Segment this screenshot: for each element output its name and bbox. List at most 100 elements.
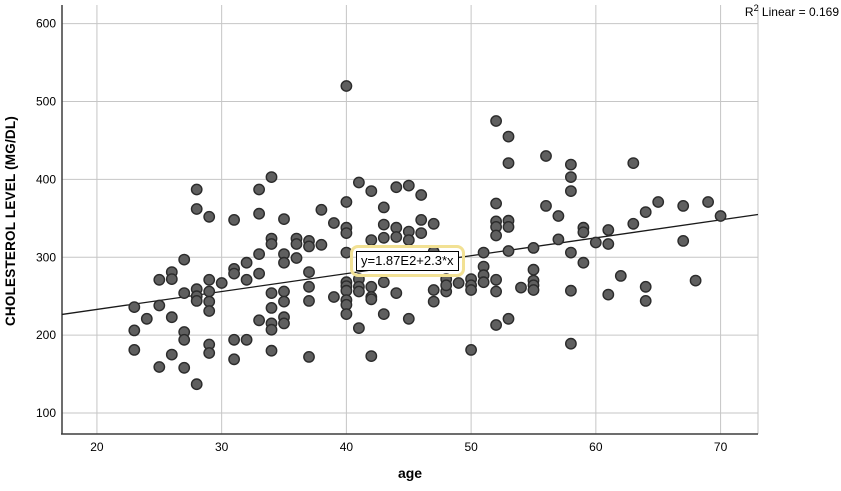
data-point xyxy=(203,305,216,317)
data-point xyxy=(303,240,315,253)
data-point xyxy=(190,183,203,196)
data-point xyxy=(490,285,502,298)
data-point xyxy=(203,210,216,223)
data-point xyxy=(240,273,253,286)
data-point xyxy=(228,213,241,226)
equation-highlight-ring: y=1.87E2+2.3*x xyxy=(350,245,465,277)
data-point xyxy=(377,218,390,231)
data-point xyxy=(190,378,203,391)
y-tick-label: 200 xyxy=(36,328,56,342)
data-point xyxy=(278,317,290,330)
data-point xyxy=(128,324,141,337)
y-tick-label: 400 xyxy=(36,172,56,186)
data-point xyxy=(178,287,191,299)
data-point xyxy=(714,210,727,222)
data-point xyxy=(677,199,690,212)
data-point xyxy=(589,236,602,249)
data-point xyxy=(490,273,502,286)
data-point xyxy=(140,312,153,325)
data-point xyxy=(415,213,428,226)
data-point xyxy=(128,301,141,313)
data-point xyxy=(365,234,378,247)
data-point xyxy=(565,337,577,350)
data-point xyxy=(440,279,453,292)
data-point xyxy=(315,203,328,216)
data-point xyxy=(602,288,615,301)
data-point xyxy=(677,234,690,247)
data-point xyxy=(265,301,278,314)
data-point xyxy=(278,285,290,298)
data-point xyxy=(365,185,378,198)
data-point xyxy=(365,350,378,362)
data-point xyxy=(153,361,166,373)
data-point xyxy=(639,280,652,293)
y-tick-label: 500 xyxy=(36,95,56,109)
data-point xyxy=(253,314,266,327)
data-point xyxy=(639,206,652,219)
data-point xyxy=(502,245,515,257)
data-point xyxy=(614,269,627,282)
data-point xyxy=(639,294,652,307)
x-tick-label: 40 xyxy=(340,440,354,454)
data-point xyxy=(377,201,390,214)
data-point xyxy=(178,253,191,266)
data-point xyxy=(340,308,353,320)
data-point xyxy=(540,199,552,212)
data-point xyxy=(327,217,340,229)
data-point xyxy=(303,266,315,278)
data-point xyxy=(240,333,253,346)
data-point xyxy=(565,284,577,297)
data-point xyxy=(552,233,565,246)
data-point xyxy=(415,189,428,201)
data-point xyxy=(165,311,178,324)
data-point xyxy=(540,150,552,162)
data-point xyxy=(502,157,515,170)
data-point xyxy=(377,276,390,289)
x-tick-label: 20 xyxy=(90,440,104,454)
y-tick-label: 300 xyxy=(36,250,56,264)
data-point xyxy=(128,343,141,356)
data-point xyxy=(352,285,365,298)
data-point xyxy=(427,295,440,308)
data-point xyxy=(178,333,191,346)
data-point xyxy=(377,231,390,244)
data-point xyxy=(315,238,328,251)
data-point xyxy=(340,80,353,92)
y-axis-title: CHOLESTEROL LEVEL (MG/DL) xyxy=(3,116,18,327)
data-point xyxy=(278,256,290,269)
data-point xyxy=(278,213,290,226)
data-point xyxy=(203,273,216,286)
x-tick-label: 60 xyxy=(589,440,603,454)
data-point xyxy=(490,229,502,242)
data-point xyxy=(352,322,365,334)
y-tick-label: 100 xyxy=(36,406,56,420)
data-point xyxy=(490,197,502,210)
data-point xyxy=(290,252,303,264)
data-point xyxy=(577,226,590,239)
data-point xyxy=(390,181,403,194)
data-point xyxy=(452,277,465,289)
data-point xyxy=(203,285,216,298)
data-point xyxy=(702,196,714,208)
data-point xyxy=(577,256,590,269)
data-point xyxy=(228,353,241,366)
x-tick-label: 70 xyxy=(714,440,728,454)
r-squared-label: R2 Linear = 0.169 xyxy=(745,4,839,20)
data-point xyxy=(303,294,315,307)
x-tick-label: 30 xyxy=(215,440,229,454)
data-point xyxy=(427,284,440,296)
data-point xyxy=(402,234,415,247)
data-point xyxy=(240,256,253,269)
data-point xyxy=(228,267,241,280)
data-point xyxy=(377,308,390,320)
data-point xyxy=(652,196,665,208)
data-point xyxy=(253,267,266,280)
data-point xyxy=(215,277,228,289)
data-point xyxy=(527,284,540,296)
x-tick-label: 50 xyxy=(464,440,478,454)
data-point xyxy=(527,241,540,254)
equation-label[interactable]: y=1.87E2+2.3*x xyxy=(356,251,459,271)
data-point xyxy=(253,207,266,220)
data-point xyxy=(390,231,403,243)
